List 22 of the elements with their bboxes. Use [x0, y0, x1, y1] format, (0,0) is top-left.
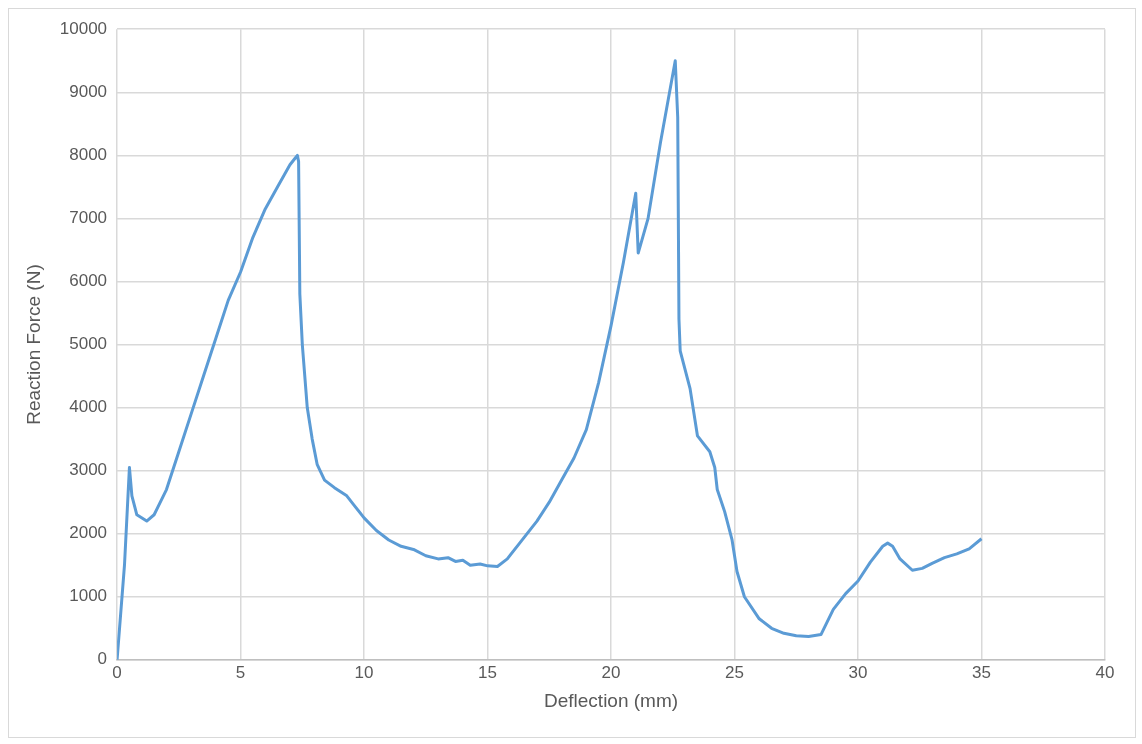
- x-tick-label: 0: [112, 662, 122, 682]
- y-axis-title: Reaction Force (N): [22, 264, 44, 425]
- y-tick-label: 10000: [59, 18, 108, 38]
- x-tick-label: 5: [235, 662, 246, 682]
- y-tick-label: 9000: [69, 81, 108, 101]
- y-tick-label: 8000: [69, 145, 108, 165]
- x-tick-label: 30: [848, 662, 868, 682]
- x-axis-title: Deflection (mm): [544, 689, 679, 711]
- y-tick-label: 2000: [69, 523, 108, 543]
- y-tick-label: 5000: [69, 334, 108, 354]
- y-tick-label: 0: [97, 649, 108, 669]
- x-tick-label: 10: [354, 662, 374, 682]
- x-tick-label: 40: [1095, 662, 1115, 682]
- x-tick-label: 15: [478, 662, 498, 682]
- y-tick-label: 3000: [69, 460, 108, 480]
- x-tick-label: 20: [601, 662, 621, 682]
- x-tick-label: 25: [725, 662, 744, 682]
- y-tick-label: 1000: [69, 586, 108, 606]
- x-tick-label: 35: [972, 662, 991, 682]
- y-tick-label: 4000: [69, 397, 108, 417]
- y-tick-label: 7000: [69, 208, 108, 228]
- y-tick-label: 6000: [69, 271, 108, 291]
